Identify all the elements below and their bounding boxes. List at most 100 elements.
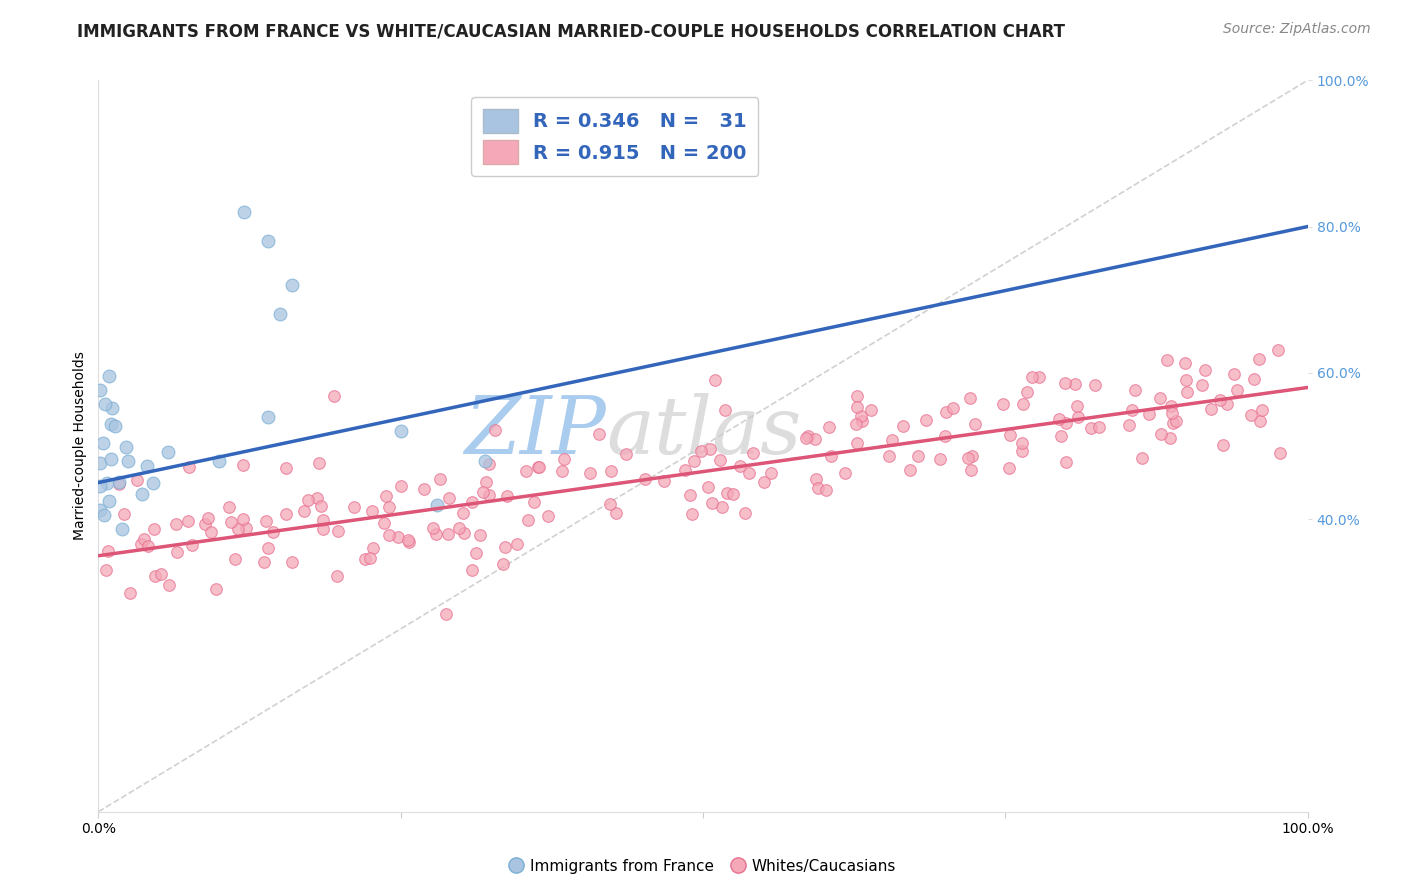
Point [328,524,350,538]
Point [713,403,735,417]
Point [1250,403,1272,417]
Point [579,466,602,480]
Point [464,546,486,560]
Point [683,454,706,468]
Point [101,401,124,415]
Point [960,463,983,477]
Point [1130,450,1153,465]
Point [197,511,219,525]
Point [150,567,173,582]
Point [880,434,903,448]
Point [959,391,981,405]
Point [1011,436,1033,450]
Point [1191,378,1213,392]
Point [759,466,782,480]
Point [737,466,759,480]
Point [679,488,702,502]
Point [851,414,873,428]
Point [104,418,127,433]
Point [794,431,817,445]
Point [1067,410,1090,425]
Point [614,447,637,461]
Point [807,481,830,495]
Point [515,464,537,478]
Point [963,417,986,431]
Point [1087,419,1109,434]
Point [100,417,122,431]
Point [1194,362,1216,376]
Point [1156,352,1178,367]
Point [752,475,775,489]
Point [1174,356,1197,370]
Point [375,489,398,503]
Point [474,453,496,467]
Point [1021,370,1043,384]
Point [262,525,284,540]
Point [108,475,131,490]
Point [942,401,965,416]
Point [276,507,298,521]
Point [96,563,118,577]
Point [652,474,675,488]
Point [453,506,475,520]
Point [1149,427,1171,442]
Point [426,498,449,512]
Point [475,475,498,490]
Point [681,507,703,521]
Point [256,514,278,528]
Point [716,486,738,500]
Point [1047,412,1070,426]
Point [165,517,187,532]
Point [281,556,304,570]
Point [309,500,332,514]
Point [373,516,395,531]
Point [797,429,820,443]
Point [956,451,979,466]
Point [253,555,276,569]
Point [1049,429,1071,443]
Point [112,507,135,521]
Point [138,539,160,553]
Point [703,374,725,388]
Point [730,458,752,473]
Point [551,463,574,477]
Point [553,452,575,467]
Point [194,516,217,531]
Point [389,425,412,439]
Point [308,456,330,470]
Point [136,459,159,474]
Point [1137,408,1160,422]
Point [960,449,983,463]
Point [1054,455,1077,469]
Point [1159,431,1181,445]
Point [437,527,460,541]
Point [494,540,516,554]
Point [893,418,915,433]
Point [991,397,1014,411]
Point [177,459,200,474]
Point [1209,393,1232,408]
Point [1225,383,1247,397]
Point [1201,402,1223,417]
Point [437,491,460,505]
Point [292,504,315,518]
Point [526,460,548,475]
Point [422,521,444,535]
Point [860,403,883,417]
Point [142,522,165,536]
Point [1212,437,1234,451]
Point [588,426,610,441]
Point [529,460,551,475]
Point [820,450,842,464]
Text: IMMIGRANTS FROM FRANCE VS WHITE/CAUCASIAN MARRIED-COUPLE HOUSEHOLDS CORRELATION : IMMIGRANTS FROM FRANCE VS WHITE/CAUCASIA… [77,22,1066,40]
Point [453,525,475,540]
Point [449,521,471,535]
Point [689,444,711,458]
Point [1239,408,1261,422]
Point [361,541,384,555]
Point [200,524,222,539]
Point [342,500,364,514]
Point [205,582,228,596]
Point [269,307,291,321]
Point [998,461,1021,475]
